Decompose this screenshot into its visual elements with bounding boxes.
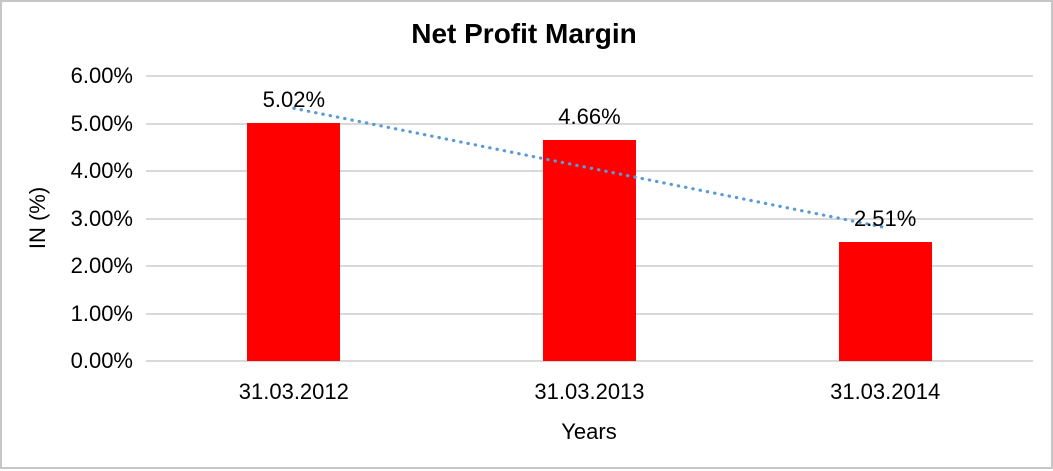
x-category-label: 31.03.2012 [238, 379, 349, 404]
y-tick-label: 5.00% [70, 110, 133, 136]
y-tick-label: 0.00% [70, 348, 133, 373]
bar [838, 241, 932, 361]
y-tick-label: 4.00% [70, 158, 133, 183]
bar-data-label: 4.66% [558, 103, 621, 129]
bar [543, 139, 636, 361]
x-category-label: 31.03.2013 [534, 379, 645, 404]
x-axis-title: Years [561, 419, 617, 444]
x-category-label: 31.03.2014 [830, 379, 941, 404]
bar [247, 122, 341, 361]
chart-title: Net Profit Margin [411, 18, 637, 49]
y-tick-label: 2.00% [70, 253, 133, 278]
bar-data-label: 5.02% [262, 86, 326, 112]
y-tick-label: 6.00% [70, 63, 133, 88]
bar-data-label: 2.51% [853, 205, 917, 231]
trendline-dotted-line [292, 106, 887, 230]
gridline [146, 75, 1033, 77]
gridline [146, 122, 1033, 125]
y-tick-label: 3.00% [70, 205, 133, 231]
y-tick-label: 1.00% [70, 300, 133, 326]
gridline [146, 360, 1033, 362]
